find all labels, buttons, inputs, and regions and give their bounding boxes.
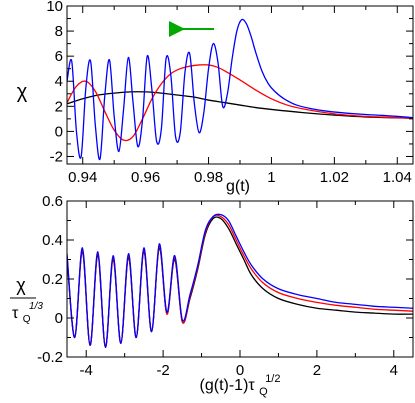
bottom-x-axis-label: (g(t)-1)τ Q 1/2 <box>200 373 281 399</box>
bottom-x-tick-label: -4 <box>80 362 93 379</box>
bottom-y-axis-label-den-main: τ <box>12 305 19 322</box>
bottom-x-tick-label: -2 <box>156 362 169 379</box>
bottom-x-tick-label: 0 <box>236 362 244 379</box>
top-panel: 0.94 0.96 0.98 1 1.02 1.04 -2 0 2 4 6 8 10 g(t) χ <box>17 0 414 195</box>
top-x-tick-label: 1.04 <box>383 169 412 186</box>
bottom-series-line-0 <box>67 213 413 348</box>
top-x-tick-label: 0.94 <box>68 169 97 186</box>
bottom-y-axis-label-den-sub: Q <box>23 314 31 325</box>
top-x-tick-label: 1.02 <box>320 169 349 186</box>
top-x-tick-label: 1 <box>267 169 275 186</box>
bottom-x-tick-label: 4 <box>390 362 398 379</box>
top-x-axis-label: g(t) <box>226 178 250 195</box>
bottom-x-axis-label-sub: Q <box>259 386 268 398</box>
bottom-y-tick-label: 0.2 <box>42 271 63 288</box>
top-plot-frame <box>66 5 414 165</box>
top-y-tick-label: 2 <box>55 98 63 115</box>
bottom-y-tick-label: 0.4 <box>42 232 63 249</box>
top-y-axis-label: χ <box>17 81 28 103</box>
bottom-x-axis-label-sup: 1/2 <box>265 373 280 385</box>
top-y-tick-label: 4 <box>55 73 63 90</box>
bottom-x-axis-label-main: (g(t)-1)τ <box>200 377 256 394</box>
bottom-axes: -4 -2 0 2 4 -0.2 0 0.2 0.4 0.6 <box>37 193 413 379</box>
top-y-tick-label: 8 <box>55 23 63 40</box>
bottom-y-axis-label-denominator: τ Q 1/3 <box>12 301 43 326</box>
top-axes: 0.94 0.96 0.98 1 1.02 1.04 -2 0 2 4 6 8 10 <box>46 0 413 186</box>
bottom-x-tick-label: 2 <box>313 362 321 379</box>
top-series-line-0 <box>67 18 413 161</box>
top-series-line-1 <box>67 64 413 142</box>
bottom-y-tick-label: 0.6 <box>42 193 63 210</box>
bottom-series-group <box>67 213 413 348</box>
top-series-group <box>67 18 413 161</box>
top-y-tick-label: 10 <box>46 0 63 15</box>
bottom-panel: -4 -2 0 2 4-0.200.20.40.6 (g(t)-1)τ Q 1/2 χ … <box>10 193 414 399</box>
bottom-y-axis-label-numerator: χ <box>16 275 26 295</box>
top-x-tick-label: 0.98 <box>194 169 223 186</box>
bottom-y-axis-label-den-sup: 1/3 <box>29 301 43 312</box>
top-y-tick-label: 6 <box>55 48 63 65</box>
top-x-tick-label: 0.96 <box>131 169 160 186</box>
top-y-tick-label: 0 <box>55 123 63 140</box>
bottom-y-tick-label: -0.2 <box>37 349 63 366</box>
bottom-y-tick-label: 0 <box>55 310 63 327</box>
top-y-tick-label: -2 <box>50 148 63 165</box>
